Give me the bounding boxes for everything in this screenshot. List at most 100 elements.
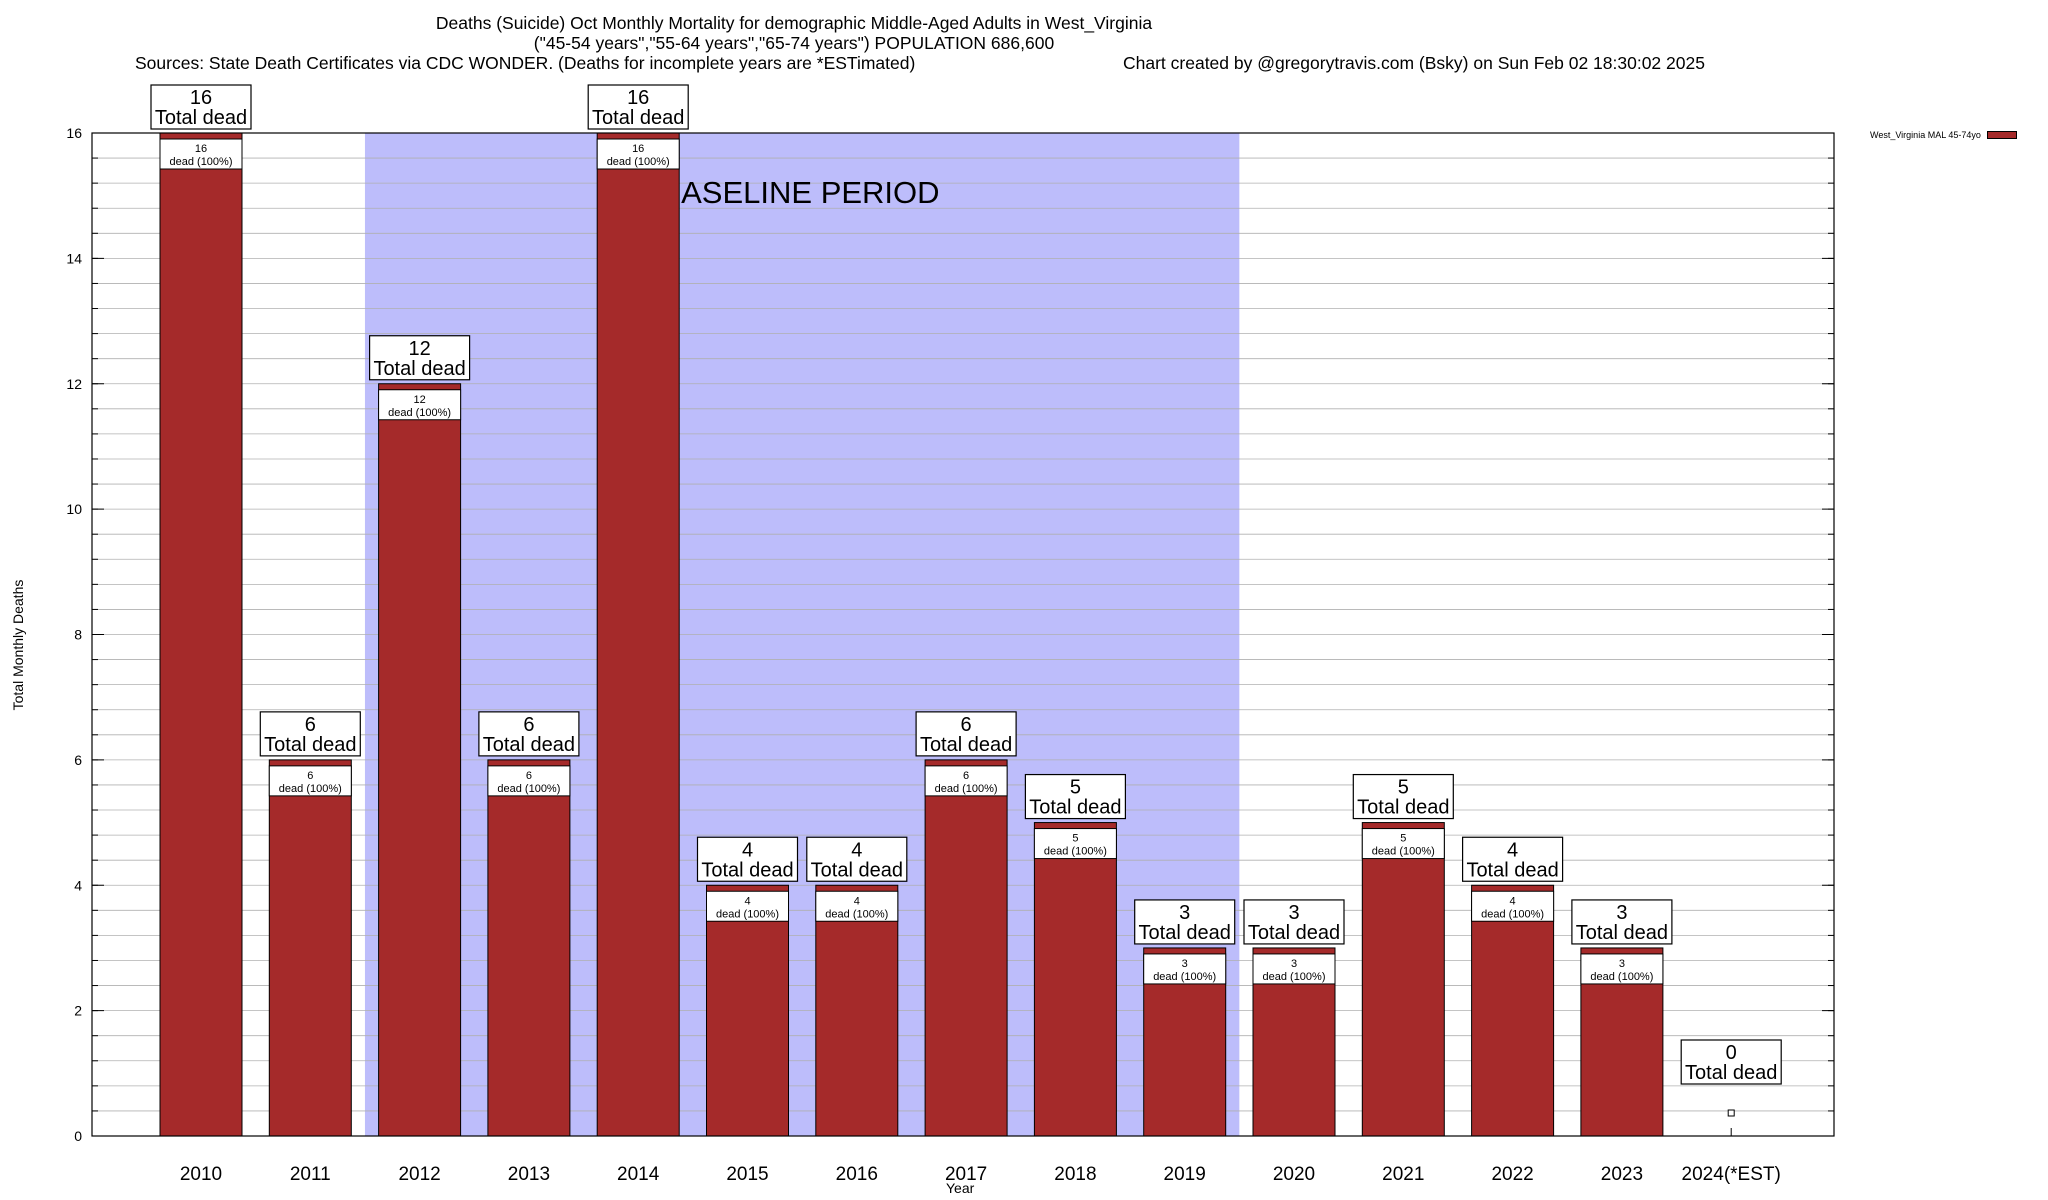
legend: West_Virginia MAL 45-74yo — [1870, 130, 2017, 140]
x-tick-label: 2021 — [1382, 1164, 1424, 1185]
bar-total-label: Total dead — [155, 107, 247, 129]
bar-total-label-box — [587, 84, 689, 130]
y-tick-label: 12 — [66, 376, 82, 392]
y-tick-label: 8 — [74, 627, 82, 643]
x-tick-label: 2014 — [617, 1164, 660, 1185]
bar — [378, 383, 462, 1137]
bar-inner-label: dead (100%) — [1481, 908, 1544, 920]
x-tick-label: 2017 — [945, 1164, 987, 1185]
y-tick-label: 10 — [66, 501, 82, 517]
bar-inner-value: 3 — [1291, 958, 1297, 970]
bar — [815, 884, 899, 1137]
bar-inner-label-box — [1252, 953, 1336, 985]
bar-zero-marker — [1727, 1109, 1735, 1117]
bar-total-label: Total dead — [483, 734, 575, 756]
y-axis-label: Total Monthly Deaths — [10, 579, 26, 711]
bar-inner-label: dead (100%) — [1153, 971, 1216, 983]
bar-inner-value: 6 — [963, 770, 969, 782]
bar — [1033, 822, 1117, 1137]
bar — [924, 759, 1008, 1137]
bar-total-label: Total dead — [701, 859, 793, 881]
bar — [1361, 822, 1445, 1137]
bar-inner-value: 6 — [307, 770, 313, 782]
bar-total-value: 3 — [1179, 902, 1190, 924]
bar-inner-label-box — [378, 389, 462, 421]
x-tick-label: 2022 — [1491, 1164, 1533, 1185]
x-tick-label: 2013 — [508, 1164, 550, 1185]
bar — [159, 132, 243, 1137]
bar-inner-label: dead (100%) — [935, 783, 998, 795]
bar-inner-label: dead (100%) — [170, 156, 233, 168]
chart-credit-note: Chart created by @gregorytravis.com (Bsk… — [1123, 53, 1705, 73]
bar-inner-label: dead (100%) — [1372, 846, 1435, 858]
bar — [268, 759, 352, 1137]
bar — [706, 884, 789, 1137]
bar-total-label: Total dead — [920, 734, 1012, 756]
bar-total-value: 6 — [523, 714, 534, 736]
x-tick-label: 2012 — [398, 1164, 440, 1185]
bar-inner-label-box — [1143, 953, 1227, 985]
x-tick-label: 2011 — [290, 1164, 331, 1185]
bar-total-label: Total dead — [1248, 922, 1340, 944]
bar-inner-label-box — [1361, 828, 1445, 860]
bar-total-label: Total dead — [592, 107, 684, 129]
bar-inner-label-box — [815, 890, 899, 922]
bar-total-label-box — [915, 711, 1017, 757]
bar-total-label-box — [1243, 899, 1345, 945]
bar-inner-label-box — [924, 765, 1008, 797]
bar-total-label-box — [1571, 899, 1673, 945]
bar-inner-label-box — [1033, 828, 1117, 860]
bar-total-value: 12 — [408, 338, 430, 360]
bar-total-label-box — [369, 335, 471, 381]
bar-inner-label-box — [487, 765, 571, 797]
bar-inner-label: dead (100%) — [497, 783, 560, 795]
bar-total-value: 4 — [1507, 839, 1518, 861]
bar-total-value: 3 — [1616, 902, 1627, 924]
bar-total-value: 5 — [1398, 777, 1409, 799]
bar-total-label-box — [478, 711, 580, 757]
y-tick-label: 6 — [74, 752, 82, 768]
bar-total-label: Total dead — [811, 859, 903, 881]
legend-swatch — [1986, 131, 2017, 139]
bar-inner-label-box — [268, 765, 352, 797]
bar-inner-label-box — [1580, 953, 1664, 985]
bar-total-label: Total dead — [373, 358, 465, 380]
bar-inner-label: dead (100%) — [1263, 971, 1326, 983]
bar-total-value: 3 — [1288, 902, 1299, 924]
bar-total-label: Total dead — [1466, 859, 1558, 881]
y-tick-label: 0 — [74, 1128, 82, 1144]
bar-inner-label: dead (100%) — [279, 783, 342, 795]
bar-inner-value: 5 — [1072, 833, 1078, 845]
bar-total-value: 4 — [851, 839, 862, 861]
bar-total-label-box — [806, 836, 908, 882]
bar-total-value: 6 — [305, 714, 316, 736]
bar-inner-value: 3 — [1619, 958, 1625, 970]
bar-total-label: Total dead — [1576, 922, 1668, 944]
x-tick-label: 2024(*EST) — [1682, 1164, 1781, 1185]
bar-inner-label: dead (100%) — [1044, 846, 1107, 858]
bar-total-label-box — [1680, 1039, 1782, 1085]
legend-label: West_Virginia MAL 45-74yo — [1870, 130, 1981, 140]
bar — [487, 759, 571, 1137]
bar-total-value: 4 — [742, 839, 753, 861]
bar-inner-label-box — [159, 138, 243, 170]
bar — [1471, 884, 1555, 1137]
bar-total-label-box — [150, 84, 252, 130]
bar-total-label: Total dead — [1029, 797, 1121, 819]
bar-inner-label-box — [1471, 890, 1555, 922]
bar-inner-label-box — [706, 890, 789, 922]
x-tick-label: 2020 — [1273, 1164, 1315, 1185]
bar-total-value: 16 — [627, 87, 649, 109]
bar-total-label-box — [1352, 773, 1454, 820]
bar-inner-value: 4 — [744, 895, 750, 907]
bar-total-label-box — [696, 836, 799, 882]
y-tick-label: 2 — [74, 1003, 82, 1019]
bar-total-label: Total dead — [1139, 922, 1231, 944]
x-tick-label: 2018 — [1054, 1164, 1096, 1185]
bar-inner-value: 12 — [413, 394, 425, 406]
bar-total-value: 6 — [961, 714, 972, 736]
baseline-period-label: BASELINE PERIOD — [660, 175, 939, 210]
bar-inner-value: 5 — [1400, 833, 1406, 845]
bar-inner-value: 6 — [526, 770, 532, 782]
